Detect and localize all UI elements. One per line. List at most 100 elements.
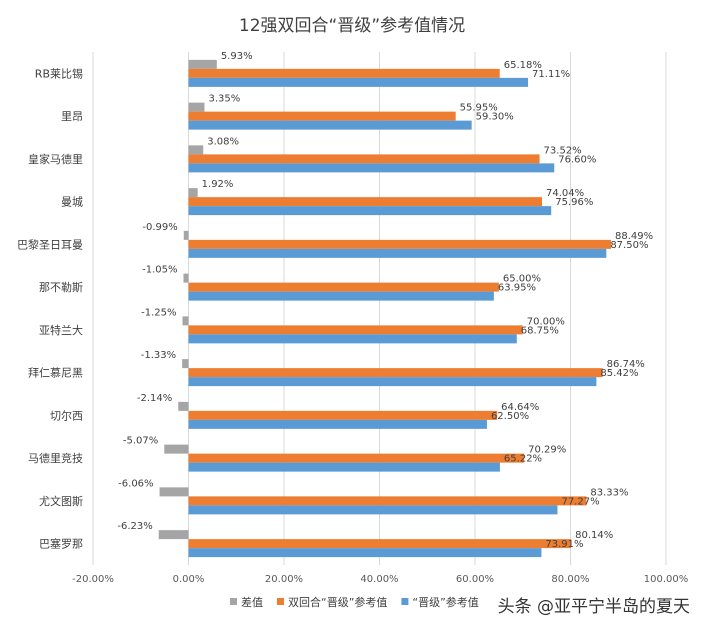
data-label-two-leg: 64.64% — [501, 402, 539, 413]
x-tick-label: 0.00% — [173, 574, 205, 585]
data-label-diff: -6.23% — [117, 521, 152, 532]
legend-label-advance: “晋级”参考值 — [412, 595, 478, 609]
category-label: 尤文图斯 — [39, 494, 83, 508]
data-label-diff: 1.92% — [202, 179, 234, 190]
bar-advance — [188, 377, 597, 387]
legend-swatch-diff — [230, 598, 237, 605]
category-label: 切尔西 — [50, 409, 83, 422]
data-label-diff: 3.35% — [208, 94, 240, 105]
legend-label-diff: 差值 — [241, 595, 263, 609]
data-label-advance: 63.95% — [498, 283, 536, 294]
category-label: 巴塞罗那 — [39, 537, 83, 551]
data-label-two-leg: 86.74% — [607, 359, 645, 370]
data-label-two-leg: 55.95% — [460, 103, 498, 114]
x-tick-label: 80.00% — [551, 574, 589, 585]
data-label-two-leg: 65.00% — [503, 274, 541, 285]
bar-two-leg — [188, 496, 587, 506]
bar-two-leg — [188, 453, 525, 463]
bar-diff — [188, 102, 205, 112]
data-label-diff: -5.07% — [123, 436, 158, 447]
category-label: 曼城 — [61, 196, 83, 209]
bar-advance — [188, 77, 529, 87]
data-label-advance: 87.50% — [610, 240, 648, 251]
bar-two-leg — [188, 197, 543, 207]
data-label-two-leg: 80.14% — [575, 530, 613, 541]
watermark: 头条 @亚平宁半岛的夏天 — [497, 597, 690, 617]
bar-two-leg — [188, 325, 523, 335]
category-label: 马德里竞技 — [28, 451, 83, 465]
data-label-advance: 71.11% — [532, 69, 570, 80]
bar-advance — [188, 206, 552, 216]
bar-advance — [188, 505, 558, 515]
data-label-two-leg: 65.18% — [504, 60, 542, 71]
category-label: 巴黎圣日耳曼 — [17, 237, 83, 251]
data-label-advance: 85.42% — [600, 368, 638, 379]
data-label-two-leg: 73.52% — [544, 145, 582, 156]
data-label-diff: -1.33% — [141, 350, 176, 361]
data-label-two-leg: 88.49% — [615, 231, 653, 242]
bar-advance — [188, 419, 487, 429]
legend-swatch-two-leg — [277, 598, 284, 605]
bar-diff — [183, 230, 189, 240]
legend-label-two-leg: 双回合“晋级”参考值 — [288, 595, 387, 609]
data-label-diff: -0.99% — [142, 222, 177, 233]
data-label-advance: 62.50% — [491, 411, 529, 422]
x-tick-label: 60.00% — [456, 574, 494, 585]
bar-diff — [183, 273, 189, 283]
data-label-advance: 65.22% — [504, 454, 542, 465]
data-label-diff: 5.93% — [221, 51, 253, 62]
bar-two-leg — [188, 154, 540, 164]
data-label-advance: 76.60% — [558, 154, 596, 165]
data-label-two-leg: 83.33% — [590, 487, 628, 498]
bar-advance — [188, 548, 542, 558]
bar-diff — [178, 401, 189, 411]
category-label: 里昂 — [61, 110, 83, 123]
x-tick-label: 20.00% — [265, 574, 303, 585]
bar-advance — [188, 291, 494, 301]
category-label: 那不勒斯 — [39, 281, 83, 294]
bar-two-leg — [188, 539, 572, 549]
data-label-advance: 68.75% — [521, 325, 559, 336]
bar-advance — [188, 248, 607, 258]
chart-title: 12强双回合“晋级”参考值情况 — [239, 16, 465, 36]
bar-two-leg — [188, 68, 500, 78]
data-label-diff: 3.08% — [207, 136, 239, 147]
bar-diff — [188, 145, 204, 155]
bar-two-leg — [188, 368, 603, 378]
bar-diff — [164, 444, 189, 454]
data-label-advance: 73.91% — [545, 539, 583, 550]
data-label-diff: -2.14% — [137, 393, 172, 404]
bar-two-leg — [188, 282, 499, 292]
x-tick-label: 100.00% — [644, 574, 689, 585]
category-label: 拜仁慕尼黑 — [28, 366, 83, 380]
x-tick-label: 40.00% — [360, 574, 398, 585]
data-label-diff: -1.05% — [142, 265, 177, 276]
x-tick-label: -20.00% — [72, 574, 114, 585]
category-label: RB莱比锡 — [35, 66, 83, 80]
data-label-advance: 59.30% — [476, 112, 514, 123]
bar-diff — [188, 59, 217, 69]
legend-swatch-advance — [401, 598, 409, 605]
data-label-two-leg: 70.00% — [527, 316, 565, 327]
bar-advance — [188, 334, 517, 344]
data-label-advance: 77.27% — [561, 496, 599, 507]
bar-two-leg — [188, 111, 456, 121]
bar-two-leg — [188, 410, 498, 420]
bar-diff — [159, 487, 189, 497]
bar-advance — [188, 120, 472, 130]
bar-diff — [182, 316, 189, 326]
bar-diff — [182, 359, 189, 369]
category-label: 皇家马德里 — [28, 152, 83, 166]
data-label-two-leg: 74.04% — [546, 188, 584, 199]
category-label: 亚特兰大 — [39, 323, 83, 337]
bar-advance — [188, 462, 500, 472]
bar-diff — [188, 188, 198, 198]
bar-advance — [188, 163, 555, 173]
data-label-advance: 75.96% — [555, 197, 593, 208]
bar-two-leg — [188, 239, 612, 249]
bar-diff — [158, 530, 189, 540]
data-label-diff: -1.25% — [141, 307, 176, 318]
data-label-diff: -6.06% — [118, 478, 153, 489]
